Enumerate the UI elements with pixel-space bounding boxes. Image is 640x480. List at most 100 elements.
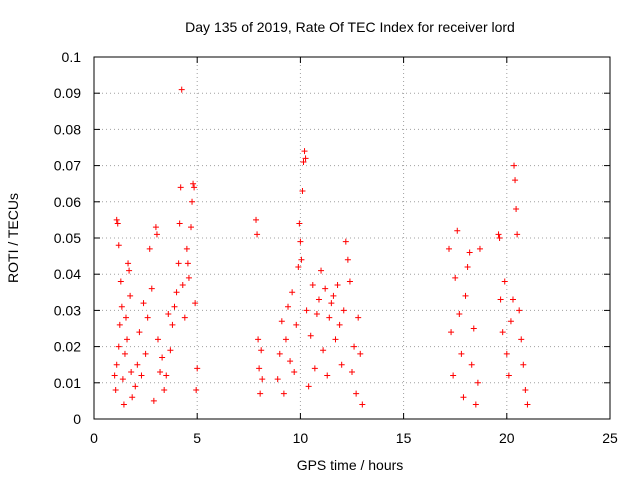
data-point-marker	[522, 387, 529, 394]
data-point-marker	[299, 187, 306, 194]
data-point-marker	[128, 368, 135, 375]
data-point-marker	[359, 401, 366, 408]
axis-ticks: 0 0.01 0.02 0.03 0.04 0.05 0.06 0.07 0.08 0.09 0.1…	[54, 49, 618, 446]
data-point-marker	[142, 350, 149, 357]
data-point-marker	[126, 267, 133, 274]
data-point-marker	[146, 245, 153, 252]
data-point-marker	[115, 343, 122, 350]
data-point-marker	[301, 148, 308, 155]
data-point-marker	[259, 376, 266, 383]
data-point-marker	[332, 336, 339, 343]
data-point-marker	[293, 321, 300, 328]
data-point-marker	[324, 372, 331, 379]
data-point-marker	[129, 394, 136, 401]
data-point-marker	[258, 347, 265, 354]
data-point-marker	[344, 256, 351, 263]
data-point-marker	[189, 198, 196, 205]
y-tick-label: 0.1	[62, 49, 82, 65]
data-point-marker	[278, 318, 285, 325]
data-point-marker	[318, 267, 325, 274]
y-tick-label: 0.09	[54, 85, 81, 101]
data-point-marker	[179, 282, 186, 289]
data-point-marker	[497, 296, 504, 303]
data-point-marker	[171, 303, 178, 310]
data-point-marker	[150, 397, 157, 404]
data-point-marker	[163, 372, 170, 379]
data-point-marker	[499, 329, 506, 336]
data-point-marker	[257, 390, 264, 397]
data-point-marker	[330, 292, 337, 299]
data-point-marker	[154, 336, 161, 343]
data-point-marker	[311, 365, 318, 372]
data-point-marker	[125, 260, 132, 267]
data-point-marker	[450, 372, 457, 379]
data-point-marker	[178, 86, 185, 93]
data-point-marker	[112, 387, 119, 394]
data-point-marker	[501, 278, 508, 285]
data-point-marker	[184, 260, 191, 267]
data-point-marker	[117, 278, 124, 285]
data-point-marker	[194, 365, 201, 372]
data-point-marker	[253, 216, 260, 223]
data-point-marker	[169, 321, 176, 328]
data-point-marker	[353, 390, 360, 397]
data-point-marker	[177, 184, 184, 191]
data-point-marker	[296, 220, 303, 227]
data-point-marker	[161, 387, 168, 394]
data-point-marker	[346, 278, 353, 285]
data-point-marker	[119, 376, 126, 383]
data-point-marker	[282, 336, 289, 343]
y-tick-label: 0	[73, 411, 81, 427]
data-point-marker	[496, 235, 503, 241]
data-point-marker	[307, 332, 314, 339]
data-point-marker	[349, 368, 355, 375]
data-point-marker	[144, 314, 151, 321]
data-point-marker	[183, 245, 190, 252]
data-point-marker	[509, 296, 516, 303]
y-tick-label: 0.08	[54, 121, 81, 137]
x-tick-label: 25	[602, 430, 618, 446]
data-point-marker	[193, 387, 200, 394]
y-tick-label: 0.04	[54, 266, 81, 282]
data-points	[111, 86, 531, 408]
data-point-marker	[516, 307, 523, 314]
data-point-marker	[191, 184, 198, 191]
data-point-marker	[448, 329, 455, 336]
data-point-marker	[113, 216, 120, 223]
data-point-marker	[132, 383, 139, 390]
data-point-marker	[121, 350, 128, 357]
data-point-marker	[115, 242, 122, 249]
data-point-marker	[148, 285, 155, 292]
data-point-marker	[173, 289, 180, 296]
x-axis-label: GPS time / hours	[297, 457, 404, 473]
data-point-marker	[124, 336, 131, 343]
y-tick-label: 0.06	[54, 194, 81, 210]
data-point-marker	[464, 263, 471, 270]
data-point-marker	[320, 347, 327, 354]
data-point-marker	[524, 401, 531, 408]
data-point-marker	[322, 285, 329, 292]
data-point-marker	[476, 245, 483, 252]
data-point-marker	[118, 303, 125, 310]
data-point-marker	[256, 365, 263, 372]
data-point-marker	[113, 361, 120, 368]
data-point-marker	[452, 274, 459, 281]
x-tick-label: 0	[90, 430, 98, 446]
data-point-marker	[460, 394, 467, 401]
data-point-marker	[167, 347, 174, 354]
data-point-marker	[511, 162, 518, 169]
data-point-marker	[181, 314, 188, 321]
data-point-marker	[120, 401, 127, 408]
data-point-marker	[111, 372, 118, 379]
data-point-marker	[326, 314, 333, 321]
data-point-marker	[305, 383, 312, 390]
y-axis-label: ROTI / TECUs	[5, 193, 21, 283]
data-point-marker	[190, 180, 197, 187]
y-tick-label: 0.01	[54, 375, 81, 391]
data-point-marker	[468, 361, 475, 368]
chart-title: Day 135 of 2019, Rate Of TEC Index for r…	[185, 19, 515, 35]
data-point-marker	[454, 227, 461, 234]
data-point-marker	[518, 336, 525, 343]
plot-frame	[93, 56, 611, 420]
